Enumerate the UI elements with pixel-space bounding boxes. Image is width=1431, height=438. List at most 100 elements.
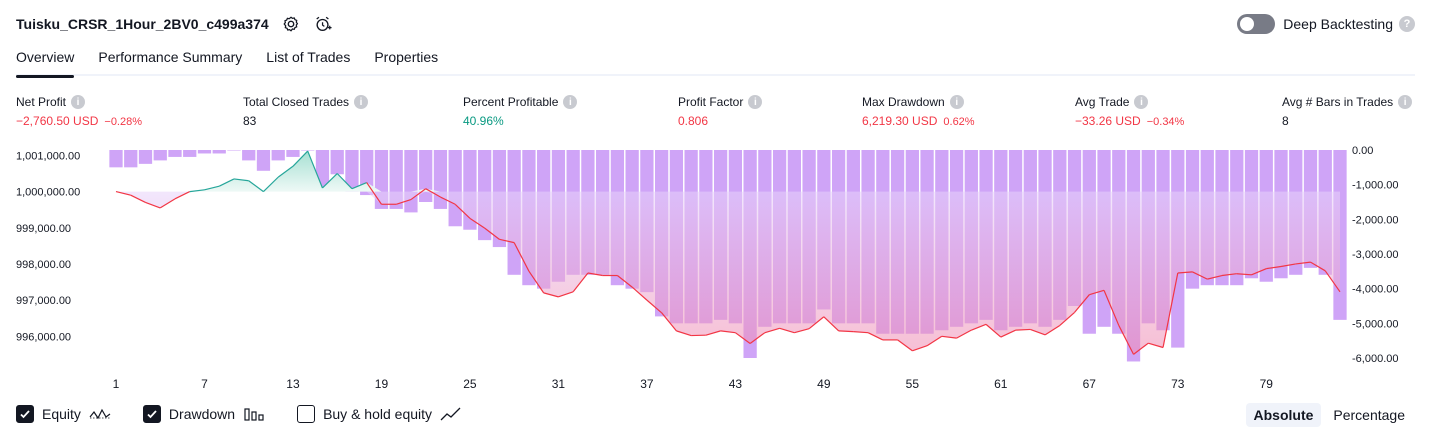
drawdown-bar xyxy=(330,150,344,175)
drawdown-bar xyxy=(227,150,241,151)
equity-segment xyxy=(425,188,441,198)
drawdown-bar xyxy=(448,150,462,227)
tab-properties[interactable]: Properties xyxy=(374,49,439,65)
equity-segment xyxy=(115,191,131,196)
drawdown-bar xyxy=(138,150,153,164)
info-icon[interactable]: i xyxy=(748,95,763,109)
equity-segment xyxy=(617,275,633,288)
equity-segment xyxy=(145,201,161,209)
equity-segment xyxy=(1133,342,1149,355)
drawdown-bars-icon xyxy=(243,406,265,422)
equity-segment xyxy=(705,330,721,336)
legend-label: Drawdown xyxy=(168,406,236,422)
left-axis-tick: 1,000,000.00 xyxy=(16,187,80,199)
x-axis-tick: 13 xyxy=(286,377,300,391)
equity-segment xyxy=(676,330,692,337)
info-icon[interactable]: i xyxy=(71,95,86,109)
deep-backtesting-toggle[interactable] xyxy=(1237,14,1276,34)
add-alert-clock-icon[interactable] xyxy=(313,14,333,34)
equity-segment xyxy=(204,185,220,191)
drawdown-bar xyxy=(124,150,138,168)
equity-segment xyxy=(1000,329,1016,338)
drawdown-bar xyxy=(286,150,300,157)
buy-hold-line-icon xyxy=(440,406,462,422)
equity-segment xyxy=(396,198,412,205)
equity-segment xyxy=(1207,274,1223,280)
equity-segment xyxy=(159,198,176,209)
equity-segment xyxy=(1251,268,1267,276)
drawdown-bar xyxy=(433,150,448,209)
equity-segment xyxy=(292,150,309,167)
x-axis-tick: 1 xyxy=(113,377,120,391)
legend-label: Equity xyxy=(42,406,81,422)
mode-percentage[interactable]: Percentage xyxy=(1333,407,1405,423)
drawdown-checkbox[interactable] xyxy=(142,405,161,423)
equity-segment xyxy=(469,217,486,229)
equity-segment xyxy=(853,330,869,334)
tab-overview[interactable]: Overview xyxy=(16,44,75,78)
equity-segment xyxy=(454,203,471,219)
right-axis-tick: 0.00 xyxy=(1352,145,1373,157)
info-icon[interactable]: i xyxy=(1398,95,1413,109)
equity-segment xyxy=(218,178,235,187)
legend-drawdown[interactable]: Drawdown xyxy=(142,405,265,423)
equity-checkbox[interactable] xyxy=(16,405,34,423)
metric-percent: 0.62% xyxy=(943,116,975,128)
metric-percent: −0.34% xyxy=(1146,116,1185,128)
right-axis-tick: -4,000.00 xyxy=(1352,284,1398,296)
metric-label: Total Closed Trades xyxy=(243,95,350,109)
help-icon[interactable]: ? xyxy=(1399,16,1415,32)
metric-percent-profitable: Percent Profitable i 40.96% xyxy=(463,94,578,128)
equity-segment xyxy=(307,150,324,189)
equity-segment xyxy=(926,335,943,347)
equity-segment xyxy=(499,238,515,244)
equity-segment xyxy=(897,339,913,352)
chart-legend: Equity Drawdown Buy & hold equity xyxy=(16,402,494,426)
metric-label: Percent Profitable xyxy=(463,95,559,109)
info-icon[interactable]: i xyxy=(354,95,369,109)
metric-profit-factor: Profit Factor i 0.806 xyxy=(678,94,763,128)
metric-percent: −0.28% xyxy=(104,116,143,128)
equity-segment xyxy=(838,330,854,333)
equity-segment xyxy=(263,176,279,193)
equity-segment xyxy=(1148,342,1164,349)
equity-drawdown-chart[interactable]: 1,001,000.00 1,000,000.00 999,000.00 998,00… xyxy=(0,140,1431,400)
x-axis-tick: 7 xyxy=(201,377,208,391)
equity-segment xyxy=(1074,294,1090,313)
equity-segment xyxy=(174,191,190,200)
equity-segment xyxy=(1059,311,1075,326)
legend-buy-hold-equity[interactable]: Buy & hold equity xyxy=(297,405,462,423)
buy-hold-checkbox[interactable] xyxy=(297,405,316,423)
info-icon[interactable]: i xyxy=(1134,95,1149,109)
drawdown-bar xyxy=(404,150,418,213)
equity-segment xyxy=(1162,272,1179,348)
equity-segment xyxy=(749,332,766,345)
equity-segment xyxy=(1015,328,1031,331)
left-axis-tick: 996,000.00 xyxy=(16,331,71,343)
equity-segment xyxy=(1177,271,1193,274)
info-icon[interactable]: i xyxy=(949,95,964,109)
equity-segment xyxy=(1030,328,1046,336)
equity-segment xyxy=(808,316,825,330)
equity-segment xyxy=(189,189,205,193)
mode-absolute[interactable]: Absolute xyxy=(1245,403,1322,427)
equity-wave-icon xyxy=(89,406,111,422)
equity-segment xyxy=(351,182,367,190)
equity-segment xyxy=(1280,263,1296,268)
settings-gear-icon[interactable] xyxy=(281,14,301,34)
metric-max-drawdown: Max Drawdown i 6,219.30 USD 0.62% xyxy=(862,94,975,128)
equity-segment xyxy=(956,329,972,339)
equity-segment xyxy=(631,286,648,301)
drawdown-bar xyxy=(168,150,182,157)
tab-list-of-trades[interactable]: List of Trades xyxy=(266,49,351,65)
equity-below-fill xyxy=(116,191,1340,355)
x-axis-tick: 25 xyxy=(463,377,477,391)
tab-performance-summary[interactable]: Performance Summary xyxy=(98,49,243,65)
equity-segment xyxy=(823,316,840,332)
legend-label: Buy & hold equity xyxy=(323,406,433,422)
legend-equity[interactable]: Equity xyxy=(16,405,111,423)
equity-segment xyxy=(322,173,338,189)
metric-label: Avg # Bars in Trades xyxy=(1282,95,1394,109)
metric-value: 40.96% xyxy=(463,114,504,128)
info-icon[interactable]: i xyxy=(563,95,578,109)
